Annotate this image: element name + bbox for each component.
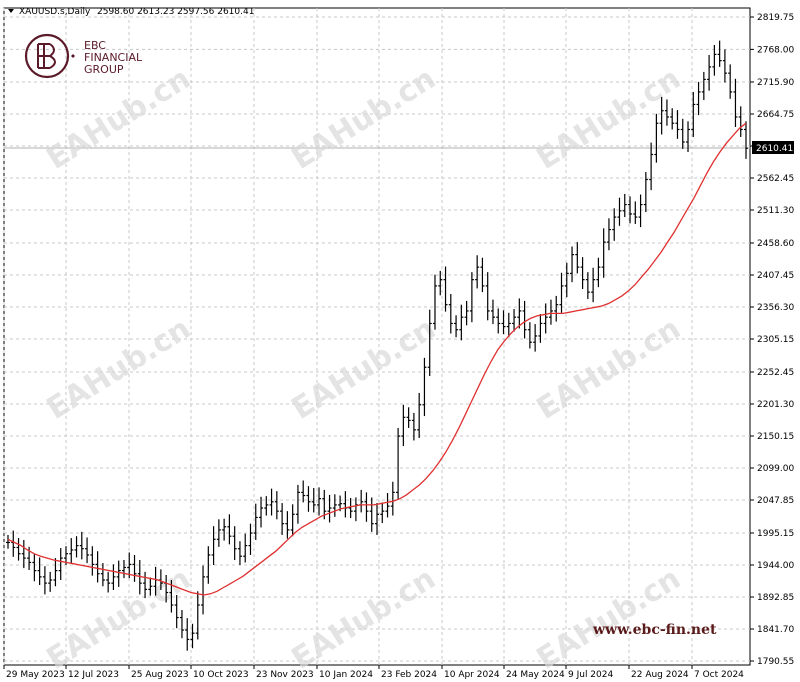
x-tick-label: 23 Feb 2024 (381, 670, 437, 680)
y-tick-label: 2305.15 (757, 335, 794, 345)
moving-average-layer (7, 122, 747, 596)
x-tick-label: 7 Oct 2024 (694, 670, 744, 680)
moving-average-line (7, 122, 747, 596)
ebc-logo: EBC FINANCIAL GROUP (24, 33, 143, 79)
logo-eb-mark-icon (37, 43, 56, 69)
symbol-label: XAUUSD.s,Daily (19, 7, 91, 17)
logo-circle-icon (24, 33, 70, 79)
price-axis: 2819.752768.002715.902664.752613.552562.… (750, 13, 794, 667)
ohlc-values: 2598.60 2613.23 2597.56 2610.41 (97, 7, 254, 17)
current-price-label: 2610.41 (756, 144, 793, 154)
watermark-text: EAHub.cn (531, 561, 687, 677)
watermark-text: EAHub.cn (286, 61, 442, 177)
current-price-bg (752, 141, 794, 154)
y-tick-label: 1892.85 (757, 593, 794, 603)
watermark-text: EAHub.cn (531, 61, 687, 177)
y-tick-label: 2458.60 (757, 239, 794, 249)
y-tick-label: 2150.15 (757, 432, 794, 442)
x-tick-label: 9 Jul 2024 (568, 670, 613, 680)
x-tick-label: 29 May 2023 (6, 670, 65, 680)
y-tick-label: 2715.90 (757, 78, 794, 88)
y-tick-label: 2407.45 (757, 271, 794, 281)
y-tick-label: 2511.30 (757, 206, 794, 216)
plot-frame (3, 7, 751, 666)
time-axis: 29 May 2023 12 Jul 2023 25 Aug 2023 10 Oct … (3, 665, 744, 680)
y-tick-label: 2047.85 (757, 496, 794, 506)
y-tick-label: 2664.75 (757, 110, 794, 120)
watermark-text: EAHub.cn (531, 311, 687, 427)
current-price-marker: 2610.41 (752, 141, 794, 154)
y-tick-label: 2562.45 (757, 174, 794, 184)
y-tick-label: 1944.00 (757, 561, 794, 571)
y-tick-label: 1841.70 (757, 625, 794, 635)
y-tick-label: 2252.45 (757, 368, 794, 378)
x-tick-label: 10 Apr 2024 (444, 670, 500, 680)
x-tick-label: 22 Aug 2024 (631, 670, 689, 680)
candle-layer (6, 40, 748, 651)
x-tick-label: 10 Oct 2023 (193, 670, 249, 680)
y-tick-label: 2819.75 (757, 13, 794, 23)
x-tick-label: 12 Jul 2023 (68, 670, 119, 680)
chart-menu-triangle-icon[interactable] (8, 9, 14, 13)
watermark-text: EAHub.cn (41, 61, 197, 177)
watermark-text: EAHub.cn (286, 561, 442, 677)
logo-line-3: GROUP (84, 63, 124, 76)
y-tick-label: 2356.30 (757, 303, 794, 313)
y-tick-label: 2201.30 (757, 400, 794, 410)
y-tick-label: 1995.15 (757, 529, 794, 539)
x-tick-label: 10 Jan 2024 (319, 670, 373, 680)
logo-star-icon (71, 54, 75, 58)
logo-line-1: EBC (84, 39, 106, 52)
watermark-layer: EAHub.cn EAHub.cn EAHub.cn EAHub.cn EAHub.cn… (41, 61, 687, 677)
y-tick-label: 1790.55 (757, 657, 794, 667)
website-label: www.ebc-fin.net (592, 622, 717, 638)
x-tick-label: 24 May 2024 (506, 670, 565, 680)
y-tick-label: 2099.00 (757, 464, 794, 474)
logo-line-2: FINANCIAL (84, 51, 143, 64)
watermark-text: EAHub.cn (41, 311, 197, 427)
x-tick-label: 25 Aug 2023 (131, 670, 189, 680)
x-tick-label: 23 Nov 2023 (256, 670, 314, 680)
watermark-text: EAHub.cn (286, 311, 442, 427)
y-tick-label: 2768.00 (757, 45, 794, 55)
